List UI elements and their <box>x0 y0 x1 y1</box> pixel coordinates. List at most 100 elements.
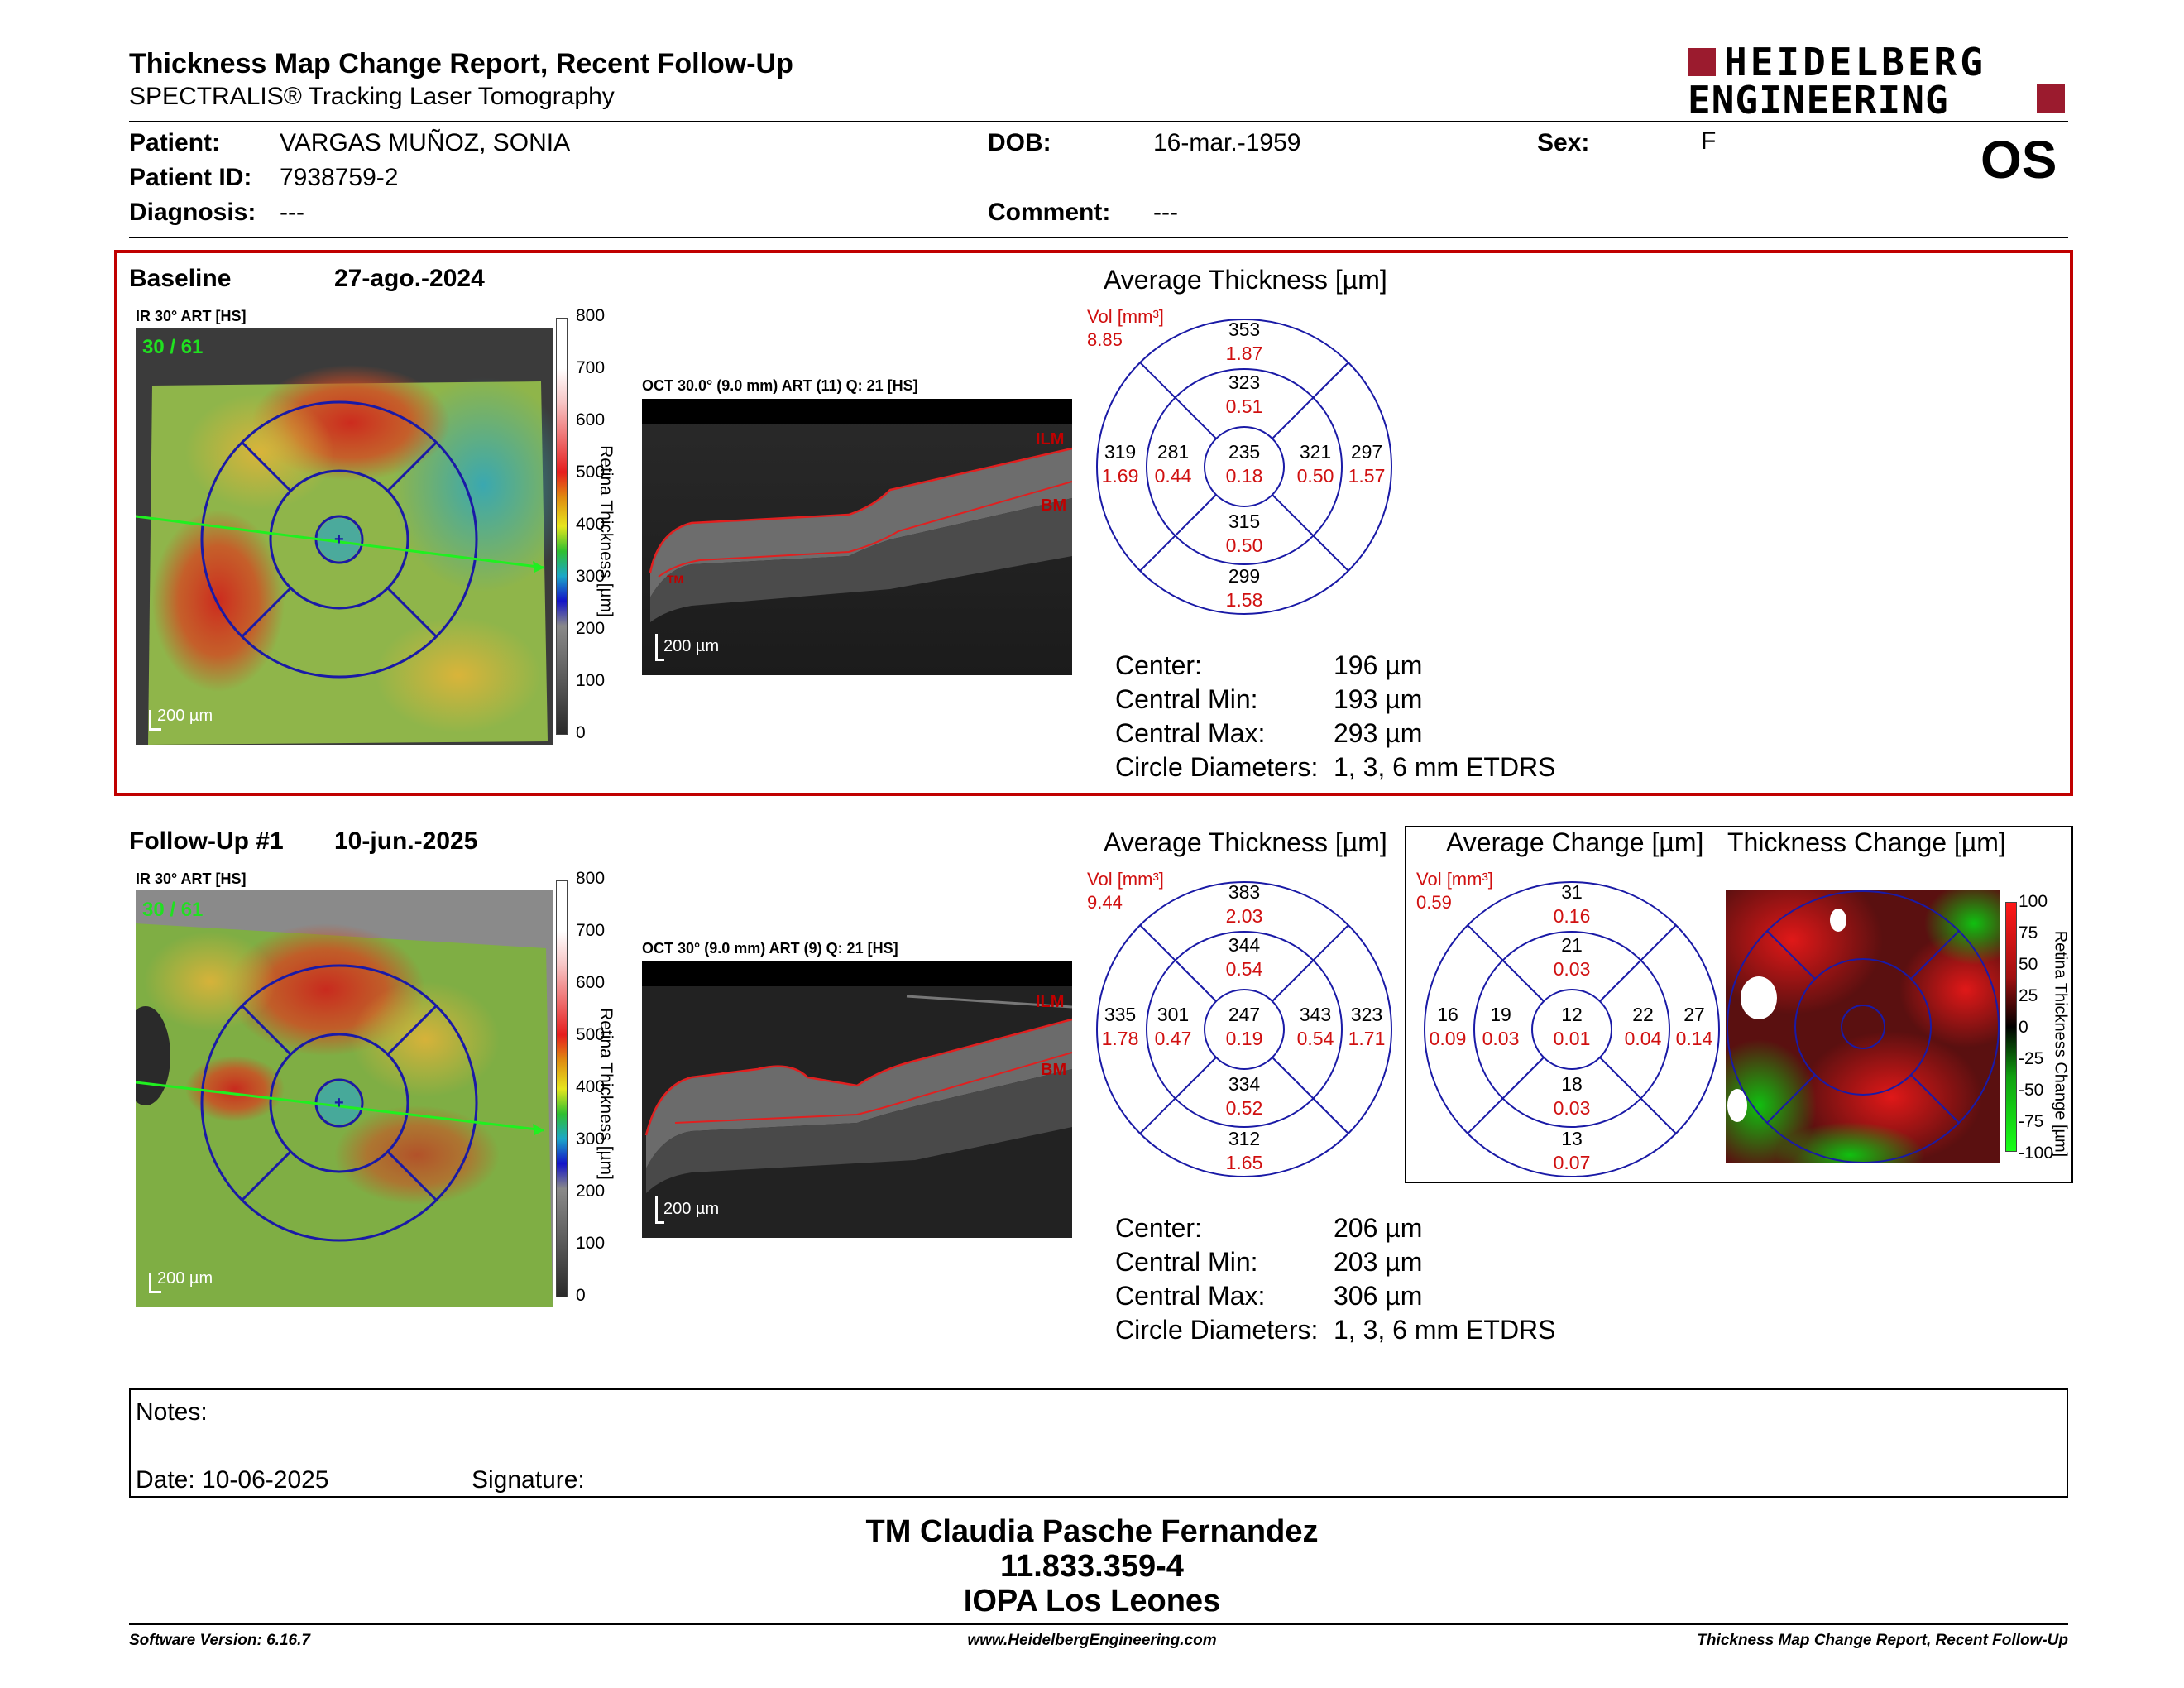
grid-volume: 1.57 <box>1348 465 1386 487</box>
logo-line1: HEIDELBERG <box>1724 40 1986 84</box>
baseline-label: Baseline <box>129 265 232 292</box>
header-divider <box>129 121 2068 122</box>
baseline-bm-label: BM <box>1041 496 1067 515</box>
change-panel-frame <box>1405 826 2073 1183</box>
grid-volume: 2.03 <box>1225 905 1263 927</box>
baseline-colorbar-tick: 800 <box>576 306 606 325</box>
heidelberg-logo: HEIDELBERG ENGINEERING <box>1688 40 2068 122</box>
grid-cell-temp-inner: 281 0.44 <box>1138 440 1208 488</box>
footer-divider <box>129 1623 2068 1625</box>
patient-divider <box>129 237 2068 238</box>
followup-ilm-label: ILM <box>1036 993 1065 1011</box>
software-version: Software Version: 6.16.7 <box>129 1632 310 1649</box>
change-thickness: 31 <box>1561 881 1583 903</box>
baseline-colorbar-title: Retina Thickness [µm] <box>596 445 615 617</box>
grid-thickness: 323 <box>1228 372 1261 393</box>
followup-diam-value: 1, 3, 6 mm ETDRS <box>1334 1315 1556 1345</box>
comment-label: Comment: <box>988 199 1111 226</box>
change-cell-center: 12 0.01 <box>1537 1003 1607 1051</box>
followup-ir-counter: 30 / 61 <box>142 899 204 921</box>
baseline-avg-title: Average Thickness [µm] <box>1104 265 1387 295</box>
signature-label: Signature: <box>472 1466 585 1494</box>
grid-cell-inf-outer: 299 1.58 <box>1209 564 1279 612</box>
followup-colorbar <box>556 880 568 1297</box>
baseline-colorbar-tick: 100 <box>576 671 606 690</box>
sex-label: Sex: <box>1537 129 1590 156</box>
grid-volume: 0.18 <box>1225 465 1263 487</box>
followup-scale-bar <box>149 1273 161 1293</box>
followup-colorbar-tick: 0 <box>576 1286 586 1305</box>
grid-thickness: 334 <box>1228 1073 1261 1095</box>
grid-cell-nas-outer: 297 1.57 <box>1332 440 1401 488</box>
change-volume: 0.16 <box>1553 905 1591 927</box>
baseline-max-label: Central Max: <box>1115 718 1266 748</box>
followup-center-value: 206 µm <box>1334 1213 1423 1243</box>
followup-colorbar-tick: 500 <box>576 1025 606 1044</box>
grid-cell-temp-inner: 301 0.47 <box>1138 1003 1208 1051</box>
grid-cell-temp-outer: 319 1.69 <box>1085 440 1155 488</box>
change-thickness: 16 <box>1437 1004 1458 1025</box>
comment-value: --- <box>1153 199 1178 226</box>
baseline-min-label: Central Min: <box>1115 684 1258 714</box>
followup-avg-title: Average Thickness [µm] <box>1104 827 1387 857</box>
change-cell-sup-outer: 31 0.16 <box>1537 880 1607 928</box>
grid-volume: 0.47 <box>1154 1028 1192 1049</box>
logo-square-icon <box>1688 48 1716 76</box>
patient-name: VARGAS MUÑOZ, SONIA <box>280 129 571 156</box>
change-cell-nas-inner: 22 0.04 <box>1608 1003 1678 1051</box>
change-colorbar <box>2005 902 2017 1152</box>
baseline-vol-label: Vol [mm³] <box>1087 306 1164 327</box>
grid-cell-sup-inner: 323 0.51 <box>1209 371 1279 419</box>
footer-report-title: Thickness Map Change Report, Recent Foll… <box>1697 1632 2068 1649</box>
baseline-vol-total: 8.85 <box>1087 329 1123 350</box>
grid-volume: 1.58 <box>1225 589 1263 611</box>
dob-label: DOB: <box>988 129 1051 156</box>
notes-label: Notes: <box>136 1398 208 1426</box>
grid-thickness: 312 <box>1228 1128 1261 1149</box>
diagnosis-label: Diagnosis: <box>129 199 256 226</box>
baseline-diam-label: Circle Diameters: <box>1115 752 1319 782</box>
followup-colorbar-title: Retina Thickness [µm] <box>596 1008 615 1180</box>
baseline-colorbar-tick: 300 <box>576 567 606 586</box>
followup-colorbar-tick: 100 <box>576 1234 606 1253</box>
followup-colorbar-tick: 600 <box>576 973 606 992</box>
notes-box[interactable] <box>129 1388 2068 1498</box>
baseline-colorbar-tick: 0 <box>576 723 586 742</box>
change-volume: 0.01 <box>1553 1028 1591 1049</box>
followup-etdrs-grid <box>1092 880 1398 1178</box>
eye-badge: OS <box>1980 130 2057 189</box>
followup-max-value: 306 µm <box>1334 1281 1423 1311</box>
baseline-colorbar-tick: 700 <box>576 358 606 377</box>
svg-text:+: + <box>334 1094 344 1112</box>
followup-ir-label: IR 30° ART [HS] <box>136 870 247 887</box>
followup-vol-label: Vol [mm³] <box>1087 869 1164 890</box>
change-thickness: 13 <box>1561 1128 1583 1149</box>
followup-min-value: 203 µm <box>1334 1247 1423 1277</box>
grid-cell-nas-inner: 321 0.50 <box>1281 440 1350 488</box>
change-cell-inf-inner: 18 0.03 <box>1537 1072 1607 1120</box>
website-link[interactable]: www.HeidelbergEngineering.com <box>967 1632 1217 1649</box>
change-thickness: 12 <box>1561 1004 1583 1025</box>
patient-label: Patient: <box>129 129 221 156</box>
grid-cell-nas-inner: 343 0.54 <box>1281 1003 1350 1051</box>
signer-institution: IOPA Los Leones <box>963 1584 1221 1618</box>
grid-cell-sup-inner: 344 0.54 <box>1209 933 1279 981</box>
signer-name: TM Claudia Pasche Fernandez <box>865 1514 1319 1549</box>
grid-thickness: 235 <box>1228 441 1261 463</box>
change-colorbar-tick: -50 <box>2019 1081 2044 1100</box>
baseline-oct-label: OCT 30.0° (9.0 mm) ART (11) Q: 21 [HS] <box>642 377 918 394</box>
grid-volume: 1.71 <box>1348 1028 1386 1049</box>
report-subtitle: SPECTRALIS® Tracking Laser Tomography <box>129 83 615 110</box>
patient-id: 7938759-2 <box>280 164 399 191</box>
change-cell-inf-outer: 13 0.07 <box>1537 1127 1607 1175</box>
change-thickness: 22 <box>1632 1004 1654 1025</box>
change-colorbar-tick: 100 <box>2019 892 2048 911</box>
grid-cell-temp-outer: 335 1.78 <box>1085 1003 1155 1051</box>
grid-volume: 1.87 <box>1225 343 1263 364</box>
followup-vol-total: 9.44 <box>1087 892 1123 913</box>
grid-thickness: 319 <box>1104 441 1137 463</box>
followup-date: 10-jun.-2025 <box>334 827 478 855</box>
baseline-etdrs-grid <box>1092 318 1398 616</box>
grid-volume: 0.19 <box>1225 1028 1263 1049</box>
baseline-diam-value: 1, 3, 6 mm ETDRS <box>1334 752 1556 782</box>
